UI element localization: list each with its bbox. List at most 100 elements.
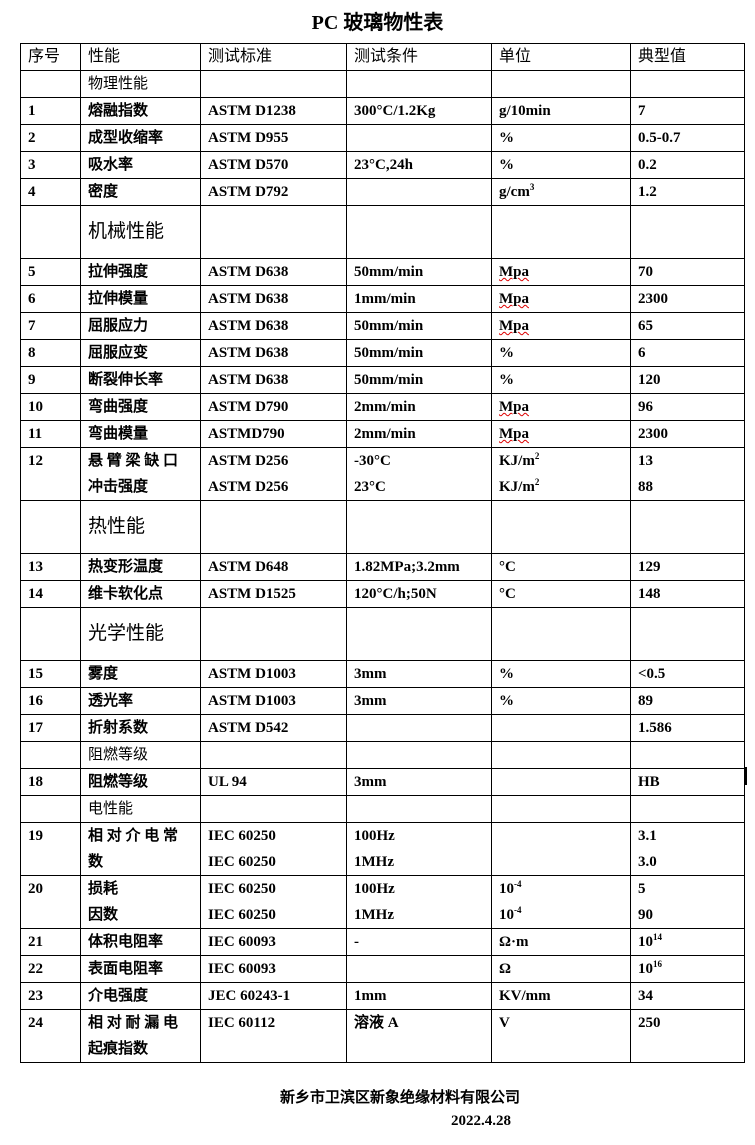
cell-condition: 100Hz 1MHz — [346, 875, 492, 929]
cell-index: 4 — [20, 178, 81, 206]
cell-condition: 1mm/min — [346, 285, 492, 313]
cell-unit: % — [491, 124, 631, 152]
cell-property: 屈服应力 — [80, 312, 201, 340]
cell-property: 热变形温度 — [80, 553, 201, 581]
cell-property: 雾度 — [80, 660, 201, 688]
cell-typical-value: 1.586 — [630, 714, 745, 742]
cell-condition: 50mm/min — [346, 339, 492, 367]
cell-condition: 1mm — [346, 982, 492, 1010]
cell-condition — [346, 714, 492, 742]
empty-cell — [200, 70, 347, 98]
table-row: 14 维卡软化点 ASTM D1525 120°C/h;50N °C 148 — [20, 580, 745, 608]
cell-line — [208, 1036, 346, 1062]
header-typical-value: 典型值 — [630, 43, 745, 71]
cell-standard: IEC 60112 — [200, 1009, 347, 1063]
cell-line: 13 — [638, 453, 653, 469]
cell-condition: 溶液 A — [346, 1009, 492, 1063]
empty-cell — [630, 741, 745, 769]
superscript: -4 — [514, 879, 522, 889]
cell-typical-value: 0.5-0.7 — [630, 124, 745, 152]
cell-typical-value: 1014 — [630, 928, 745, 956]
cell-index: 18 — [20, 768, 81, 796]
table-row: 7 屈服应力 ASTM D638 50mm/min Mpa 65 — [20, 312, 745, 340]
cell-line: 悬 臂 梁 缺 口 — [88, 453, 179, 469]
cell-property: 弯曲强度 — [80, 393, 201, 421]
cell-line: IEC 60250 — [208, 828, 276, 844]
cell-typical-value: 96 — [630, 393, 745, 421]
cell-standard: ASTM D792 — [200, 178, 347, 206]
cell-line — [354, 1036, 491, 1062]
cell-line: 10-4 — [499, 905, 522, 924]
section-row: 物理性能 — [20, 70, 745, 98]
cell-unit — [491, 714, 631, 742]
table-row: 13 热变形温度 ASTM D648 1.82MPa;3.2mm °C 129 — [20, 553, 745, 581]
cell-property: 介电强度 — [80, 982, 201, 1010]
superscript: 16 — [653, 959, 662, 969]
cell-standard: ASTM D955 — [200, 124, 347, 152]
cell-property: 拉伸强度 — [80, 258, 201, 286]
table-row: 12 悬 臂 梁 缺 口冲击强度 ASTM D256 ASTM D256 -30°C 23… — [20, 447, 745, 501]
table-row: 5 拉伸强度 ASTM D638 50mm/min Mpa 70 — [20, 258, 745, 286]
empty-cell — [491, 607, 631, 661]
section-title: 物理性能 — [80, 70, 201, 98]
empty-cell — [491, 70, 631, 98]
cell-unit: Mpa — [491, 420, 631, 448]
cell-typical-value: 3.1 3.0 — [630, 822, 745, 876]
table-row: 10 弯曲强度 ASTM D790 2mm/min Mpa 96 — [20, 393, 745, 421]
cell-index: 19 — [20, 822, 81, 876]
empty-cell — [491, 205, 631, 259]
cell-unit: Ω — [491, 955, 631, 983]
cell-unit: V — [491, 1009, 631, 1063]
cell-condition: 50mm/min — [346, 312, 492, 340]
cell-line: 100Hz — [354, 828, 395, 844]
cell-condition: 120°C/h;50N — [346, 580, 492, 608]
table-row: 9 断裂伸长率 ASTM D638 50mm/min% 120 — [20, 366, 745, 394]
cell-typical-value: 89 — [630, 687, 745, 715]
cell-unit: Ω·m — [491, 928, 631, 956]
superscript: 14 — [653, 932, 662, 942]
cell-line: KJ/m2 — [499, 477, 540, 496]
cell-index: 14 — [20, 580, 81, 608]
cell-property: 悬 臂 梁 缺 口冲击强度 — [80, 447, 201, 501]
cell-unit: % — [491, 151, 631, 179]
table-row: 4 密度 ASTM D792 g/cm3 1.2 — [20, 178, 745, 206]
cell-index: 21 — [20, 928, 81, 956]
cell-index: 20 — [20, 875, 81, 929]
cell-line: 溶液 A — [354, 1015, 399, 1031]
cell-condition — [346, 955, 492, 983]
cell-typical-value: 1016 — [630, 955, 745, 983]
cell-line: KJ/m2 — [499, 451, 540, 470]
table-row: 2 成型收缩率 ASTM D955% 0.5-0.7 — [20, 124, 745, 152]
cell-index: 13 — [20, 553, 81, 581]
cell-line: 90 — [638, 907, 653, 923]
section-row: 光学性能 — [20, 607, 745, 661]
empty-cell — [200, 205, 347, 259]
cell-standard: ASTM D1003 — [200, 687, 347, 715]
empty-cell — [346, 70, 492, 98]
spellcheck-underlined-text: Mpa — [499, 318, 529, 334]
cell-typical-value: 2300 — [630, 420, 745, 448]
cell-standard: IEC 60093 — [200, 955, 347, 983]
cell-typical-value: 6 — [630, 339, 745, 367]
empty-cell — [200, 500, 347, 554]
cell-line: 23°C — [354, 479, 386, 495]
cell-typical-value: 250 — [630, 1009, 745, 1063]
cell-line — [499, 849, 630, 875]
section-title: 机械性能 — [80, 205, 201, 259]
cell-unit: Mpa — [491, 285, 631, 313]
table-row: 21 体积电阻率 IEC 60093- Ω·m 1014 — [20, 928, 745, 956]
cell-condition: 50mm/min — [346, 258, 492, 286]
header-condition: 测试条件 — [346, 43, 492, 71]
section-row: 机械性能 — [20, 205, 745, 259]
cell-typical-value: 7 — [630, 97, 745, 125]
empty-cell — [346, 795, 492, 823]
cell-line: -30°C — [354, 453, 391, 469]
cell-line: ASTM D256 — [208, 453, 289, 469]
cell-index: 12 — [20, 447, 81, 501]
empty-cell — [491, 500, 631, 554]
cell-typical-value: 65 — [630, 312, 745, 340]
cell-condition: 3mm — [346, 687, 492, 715]
cell-line: 冲击强度 — [88, 479, 149, 495]
cell-standard: ASTM D542 — [200, 714, 347, 742]
cell-standard: ASTM D790 — [200, 393, 347, 421]
